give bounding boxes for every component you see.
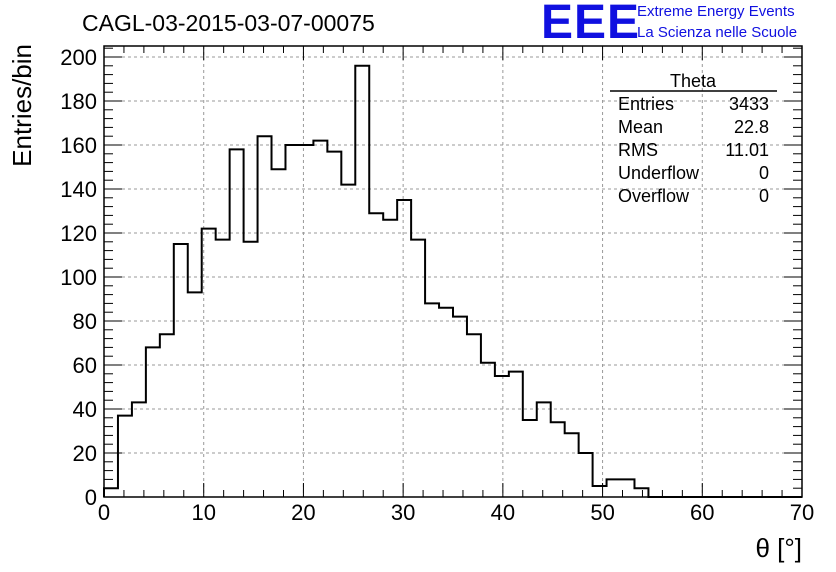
y-tick-label: 100 bbox=[60, 265, 97, 290]
x-tick-label: 50 bbox=[590, 500, 614, 525]
x-tick-label: 60 bbox=[690, 500, 714, 525]
stats-label: RMS bbox=[618, 140, 658, 160]
y-tick-labels: 0 20 40 60 80 100 120 140 160 180 200 bbox=[60, 45, 97, 510]
histogram-series-line bbox=[103, 64, 802, 498]
x-tick-label: 0 bbox=[98, 500, 110, 525]
y-tick-label: 80 bbox=[73, 309, 97, 334]
y-axis-title: Entries/bin bbox=[7, 44, 37, 167]
y-tick-label: 160 bbox=[60, 133, 97, 158]
x-tick-label: 20 bbox=[291, 500, 315, 525]
y-tick-label: 140 bbox=[60, 177, 97, 202]
plot-frame bbox=[103, 45, 803, 498]
x-tick-label: 10 bbox=[191, 500, 215, 525]
stats-label: Entries bbox=[618, 94, 674, 114]
y-tick-label: 60 bbox=[73, 353, 97, 378]
stats-label: Underflow bbox=[618, 163, 700, 183]
stats-label: Overflow bbox=[618, 186, 690, 206]
stats-rows: Entries 3433 Mean 22.8 RMS 11.01 Underflow 0 Ove… bbox=[618, 94, 769, 206]
stats-value: 0 bbox=[759, 163, 769, 183]
axis-ticks bbox=[103, 46, 803, 498]
eee-logo: EEE bbox=[541, 0, 641, 49]
stats-value: 22.8 bbox=[734, 117, 769, 137]
x-axis-title: θ [°] bbox=[755, 533, 802, 563]
y-tick-label: 40 bbox=[73, 397, 97, 422]
logo-tagline-1: Extreme Energy Events bbox=[637, 3, 795, 20]
stats-value: 11.01 bbox=[725, 140, 769, 160]
stats-label: Mean bbox=[618, 117, 663, 137]
logo-tagline-2: La Scienza nelle Scuole bbox=[637, 24, 798, 41]
y-tick-label: 120 bbox=[60, 221, 97, 246]
stats-title: Theta bbox=[670, 71, 717, 91]
stats-box: Theta Entries 3433 Mean 22.8 RMS 11.01 Underfl… bbox=[610, 71, 777, 206]
x-tick-label: 40 bbox=[491, 500, 515, 525]
y-tick-label: 180 bbox=[60, 89, 97, 114]
x-tick-label: 30 bbox=[391, 500, 415, 525]
y-tick-label: 0 bbox=[85, 485, 97, 510]
y-tick-label: 200 bbox=[60, 45, 97, 70]
x-tick-label: 70 bbox=[790, 500, 814, 525]
x-tick-labels: 0 10 20 30 40 50 60 70 bbox=[98, 500, 814, 525]
grid bbox=[104, 46, 802, 497]
y-tick-label: 20 bbox=[73, 441, 97, 466]
chart-title: CAGL-03-2015-03-07-00075 bbox=[82, 10, 375, 36]
stats-value: 3433 bbox=[729, 94, 769, 114]
stats-value: 0 bbox=[759, 186, 769, 206]
